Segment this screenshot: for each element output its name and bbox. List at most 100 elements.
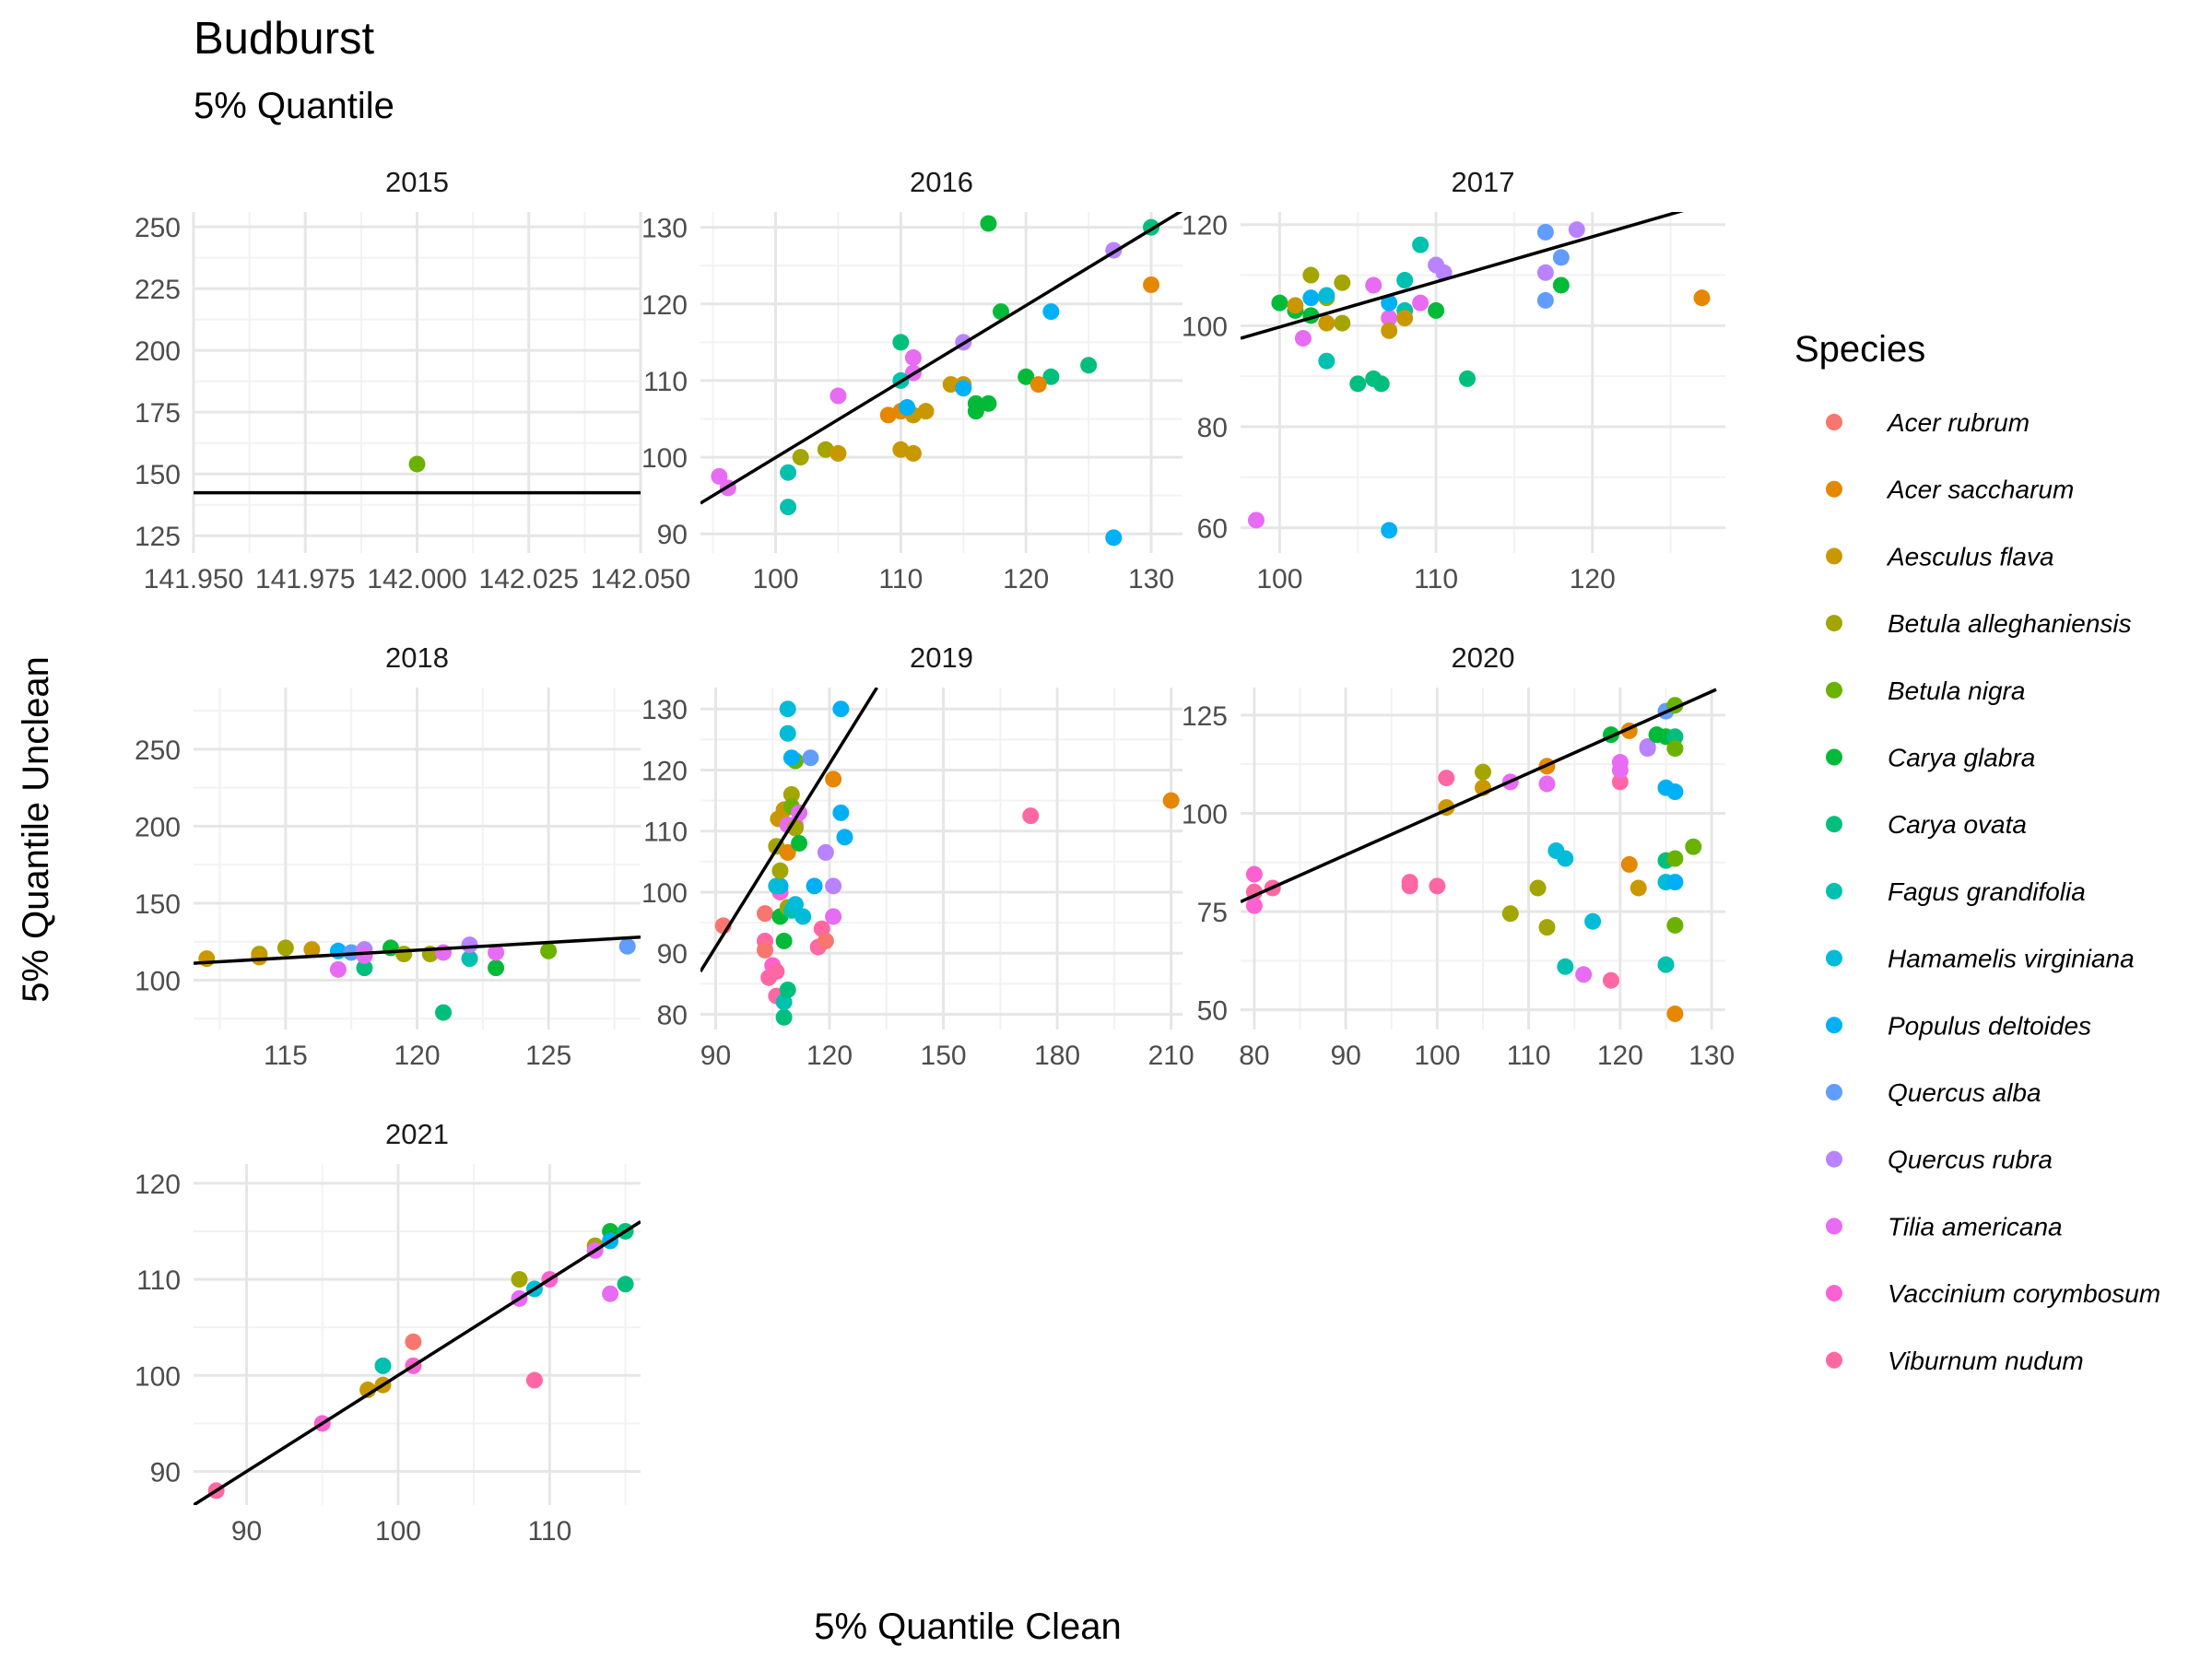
- legend-label: Populus deltoides: [1888, 1011, 2091, 1040]
- panel-points: [714, 700, 1180, 1026]
- y-tick-label: 100: [135, 1361, 181, 1392]
- panel-strip-label: 2017: [1452, 166, 1515, 198]
- fit-line: [700, 688, 878, 972]
- data-point: [757, 941, 774, 959]
- data-point: [1334, 274, 1351, 291]
- x-tick-label: 130: [1128, 564, 1174, 594]
- legend-key: [1826, 748, 1842, 766]
- x-tick-label: 100: [1256, 564, 1302, 594]
- data-point: [782, 749, 800, 767]
- y-tick-label: 110: [643, 818, 688, 848]
- data-point: [757, 905, 774, 923]
- x-tick-label: 120: [394, 1041, 440, 1071]
- panel-strip-label: 2019: [910, 641, 973, 674]
- y-tick-label: 200: [135, 336, 181, 367]
- data-point: [540, 942, 558, 959]
- x-tick-label: 120: [1597, 1041, 1643, 1071]
- y-tick-label: 110: [643, 367, 688, 397]
- data-point: [1536, 223, 1554, 241]
- data-point: [1429, 877, 1446, 895]
- legend-key: [1826, 816, 1842, 833]
- legend-key: [1826, 1017, 1842, 1034]
- legend-label: Acer rubrum: [1886, 408, 2030, 437]
- data-point: [825, 771, 842, 788]
- data-point: [780, 499, 797, 516]
- data-point: [1666, 850, 1684, 867]
- data-point: [1438, 770, 1455, 787]
- legend-key: [1826, 882, 1842, 900]
- legend-label: Tilia americana: [1888, 1212, 2063, 1241]
- data-point: [488, 959, 505, 977]
- data-point: [1245, 897, 1263, 914]
- data-point: [832, 700, 850, 718]
- x-tick-label: 110: [878, 564, 923, 594]
- data-point: [525, 1371, 543, 1389]
- y-tick-label: 100: [135, 967, 181, 997]
- legend-key: [1826, 681, 1842, 699]
- y-tick-label: 90: [150, 1458, 181, 1488]
- panel-2020: 2020 80 90 100 110 120 130 50 75 100 125: [1182, 641, 1735, 1071]
- data-point: [1529, 879, 1547, 897]
- chart-subtitle: 5% Quantile: [194, 86, 394, 126]
- x-tick-label: 90: [1330, 1041, 1360, 1071]
- fit-line: [194, 935, 641, 965]
- data-point: [825, 908, 842, 925]
- data-point: [993, 303, 1010, 321]
- panel-grid: [700, 212, 1182, 553]
- data-point: [817, 441, 834, 458]
- data-point: [892, 441, 910, 458]
- y-tick-label: 120: [641, 290, 688, 321]
- fit-line: [1241, 688, 1717, 904]
- panel-grid: [192, 212, 642, 553]
- data-point: [1459, 370, 1477, 387]
- legend-key: [1826, 547, 1842, 565]
- x-tick-label: 130: [1688, 1041, 1735, 1071]
- x-tick-label: 110: [1414, 564, 1458, 594]
- x-tick-label: 120: [1003, 564, 1049, 594]
- data-point: [1602, 971, 1619, 989]
- data-point: [1245, 865, 1263, 883]
- legend: Species Acer rubrum Acer saccharum Aesculu…: [1794, 329, 2160, 1375]
- data-point: [1396, 272, 1414, 288]
- data-point: [435, 944, 453, 961]
- y-tick-label: 75: [1197, 898, 1228, 928]
- y-tick-label: 250: [135, 735, 181, 766]
- y-tick-label: 250: [135, 213, 181, 243]
- legend-key: [1826, 1285, 1842, 1302]
- data-point: [768, 877, 785, 895]
- data-point: [374, 1357, 392, 1374]
- panel-grid: [194, 688, 641, 1030]
- data-point: [899, 399, 916, 417]
- data-point: [276, 939, 294, 957]
- panel-grid: [1241, 212, 1725, 553]
- data-point: [1271, 294, 1288, 312]
- x-tick-label: 125: [525, 1041, 571, 1071]
- data-point: [1475, 763, 1491, 781]
- data-point: [768, 963, 785, 981]
- y-tick-label: 225: [135, 275, 181, 305]
- panel-points: [408, 455, 426, 473]
- y-tick-label: 125: [135, 522, 181, 552]
- data-point: [817, 843, 834, 861]
- legend-label: Vaccinium corymbosum: [1888, 1279, 2160, 1308]
- data-point: [405, 1333, 422, 1350]
- legend-label: Carya ovata: [1888, 810, 2027, 839]
- panel-strip-label: 2018: [385, 641, 449, 674]
- data-point: [1666, 728, 1684, 746]
- panel-points: [1245, 697, 1702, 1022]
- x-tick-label: 150: [921, 1041, 967, 1071]
- legend-key: [1826, 1084, 1842, 1100]
- data-point: [1302, 289, 1320, 307]
- data-point: [511, 1271, 528, 1288]
- data-point: [780, 464, 797, 481]
- y-tick-label: 90: [657, 939, 688, 970]
- data-point: [1538, 919, 1556, 936]
- data-point: [1575, 966, 1593, 983]
- data-point: [1372, 375, 1390, 393]
- data-point: [1318, 287, 1335, 304]
- data-point: [1302, 266, 1320, 284]
- data-point: [602, 1285, 619, 1302]
- legend-label: Viburnum nudum: [1888, 1347, 2084, 1375]
- data-point: [1666, 874, 1684, 891]
